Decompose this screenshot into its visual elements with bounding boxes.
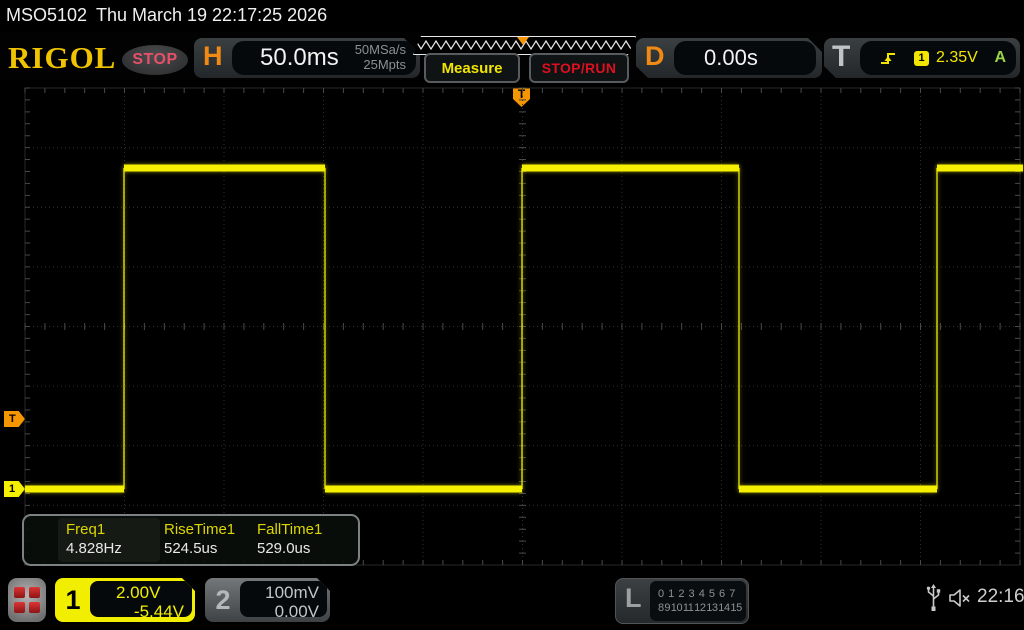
sample-rate: 50MSa/s <box>354 42 406 58</box>
rigol-logo: RIGOL <box>8 40 117 75</box>
trigger-level-value: 2.35V <box>936 49 978 66</box>
top-bar: MSO5102 Thu March 19 22:17:25 2026 <box>0 0 1024 32</box>
channel1-inner: 2.00V -5.44V <box>90 581 192 617</box>
channel2-number: 2 <box>215 584 231 615</box>
grid-icon <box>14 587 40 613</box>
measure-button[interactable]: Measure <box>424 53 520 83</box>
memory-position-marker[interactable] <box>517 37 529 45</box>
measurement-label: FallTime1 <box>257 521 323 538</box>
logic-row2: 8 9 10 11 12 13 14 15 <box>658 602 742 614</box>
channel1-block[interactable]: 1 2.00V -5.44V <box>55 578 195 622</box>
stop-run-button[interactable]: STOP/RUN <box>529 53 629 83</box>
logic-inner: 0 1 2 3 4 5 6 7 8 9 10 11 12 13 14 15 <box>650 581 746 621</box>
usb-icon <box>926 584 941 611</box>
model-name: MSO5102 <box>6 5 88 25</box>
acquisition-rates: 50MSa/s 25Mpts <box>355 43 406 73</box>
rising-edge-icon <box>880 50 898 66</box>
trigger-level-marker[interactable]: T <box>4 411 25 427</box>
memory-waveform-preview <box>414 37 633 52</box>
delay-block[interactable]: D 0.00s <box>636 38 822 78</box>
windows-grid-button[interactable] <box>8 578 46 622</box>
trigger-source-badge: 1 <box>914 51 929 66</box>
channel1-number: 1 <box>65 584 81 615</box>
trigger-mode: A <box>994 49 1006 66</box>
bottom-bar: 1 2.00V -5.44V 2 100mV 0.00V L <box>0 575 1024 630</box>
delay-label: D <box>645 41 665 71</box>
trigger-block[interactable]: T 1 2.35V A <box>824 38 1020 78</box>
waveform-trace <box>25 164 1023 493</box>
trigger-label: T <box>832 40 851 73</box>
status-clock: 22:16 <box>977 586 1024 607</box>
measurement-value: 4.828Hz <box>66 540 122 557</box>
horizontal-inner: 50.0ms 50MSa/s 25Mpts <box>232 41 416 75</box>
measurement-panel[interactable]: Freq1 4.828Hz RiseTime1 524.5us FallTime… <box>22 514 360 566</box>
channel1-offset-marker[interactable]: 1 <box>4 481 25 497</box>
trigger-position-marker[interactable]: T <box>513 88 530 107</box>
timebase-value: 50.0ms <box>260 44 339 71</box>
header-bar: RIGOL STOP H 50.0ms 50MSa/s 25Mpts Measu… <box>0 32 1024 83</box>
run-state-badge: STOP <box>122 45 188 75</box>
measurement-value: 529.0us <box>257 540 311 557</box>
logic-label: L <box>625 583 642 613</box>
measurement-label: Freq1 <box>66 521 106 538</box>
system-datetime: Thu March 19 22:17:25 2026 <box>96 5 328 25</box>
measurement-label: RiseTime1 <box>164 521 236 538</box>
delay-inner: 0.00s <box>674 41 816 75</box>
channel1-offset: -5.44V <box>133 602 184 621</box>
memory-depth: 25Mpts <box>363 57 406 72</box>
speaker-muted-icon[interactable] <box>947 587 973 609</box>
delay-value: 0.00s <box>704 45 758 70</box>
measurement-risetime1[interactable]: RiseTime1 524.5us <box>164 521 235 557</box>
horizontal-label: H <box>203 41 223 71</box>
channel1-scale: 2.00V <box>116 583 161 602</box>
channel2-inner: 100mV 0.00V <box>240 581 327 617</box>
logic-channels-block[interactable]: L 0 1 2 3 4 5 6 7 8 9 10 11 12 13 14 15 <box>615 578 749 624</box>
channel2-scale: 100mV <box>265 583 319 602</box>
measurement-value: 524.5us <box>164 540 218 557</box>
trigger-inner: 1 2.35V A <box>860 41 1016 75</box>
channel2-offset: 0.00V <box>274 602 319 621</box>
channel2-block[interactable]: 2 100mV 0.00V <box>205 578 330 622</box>
measurement-falltime1[interactable]: FallTime1 529.0us <box>257 521 322 557</box>
horizontal-block[interactable]: H 50.0ms 50MSa/s 25Mpts <box>194 38 420 78</box>
measurement-freq1[interactable]: Freq1 4.828Hz <box>66 521 122 557</box>
logic-row1: 0 1 2 3 4 5 6 7 <box>658 587 736 600</box>
